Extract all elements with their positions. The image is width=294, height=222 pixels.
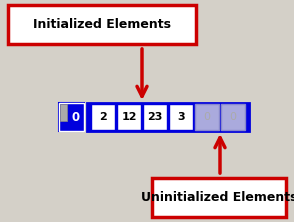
Text: 0: 0 [71, 111, 79, 123]
Text: 0: 0 [230, 112, 236, 122]
Text: Uninitialized Elements: Uninitialized Elements [141, 191, 294, 204]
Text: 3: 3 [177, 112, 185, 122]
FancyBboxPatch shape [143, 104, 167, 130]
FancyBboxPatch shape [87, 103, 249, 131]
Text: 0: 0 [203, 112, 211, 122]
Text: 2: 2 [99, 112, 107, 122]
FancyBboxPatch shape [59, 103, 84, 131]
Text: 23: 23 [147, 112, 163, 122]
FancyBboxPatch shape [117, 104, 141, 130]
FancyBboxPatch shape [221, 104, 245, 130]
FancyBboxPatch shape [91, 104, 115, 130]
FancyBboxPatch shape [8, 5, 196, 44]
Text: Initialized Elements: Initialized Elements [33, 18, 171, 31]
FancyBboxPatch shape [152, 178, 286, 217]
Text: 12: 12 [121, 112, 137, 122]
FancyBboxPatch shape [169, 104, 193, 130]
FancyBboxPatch shape [60, 104, 67, 121]
FancyBboxPatch shape [195, 104, 219, 130]
